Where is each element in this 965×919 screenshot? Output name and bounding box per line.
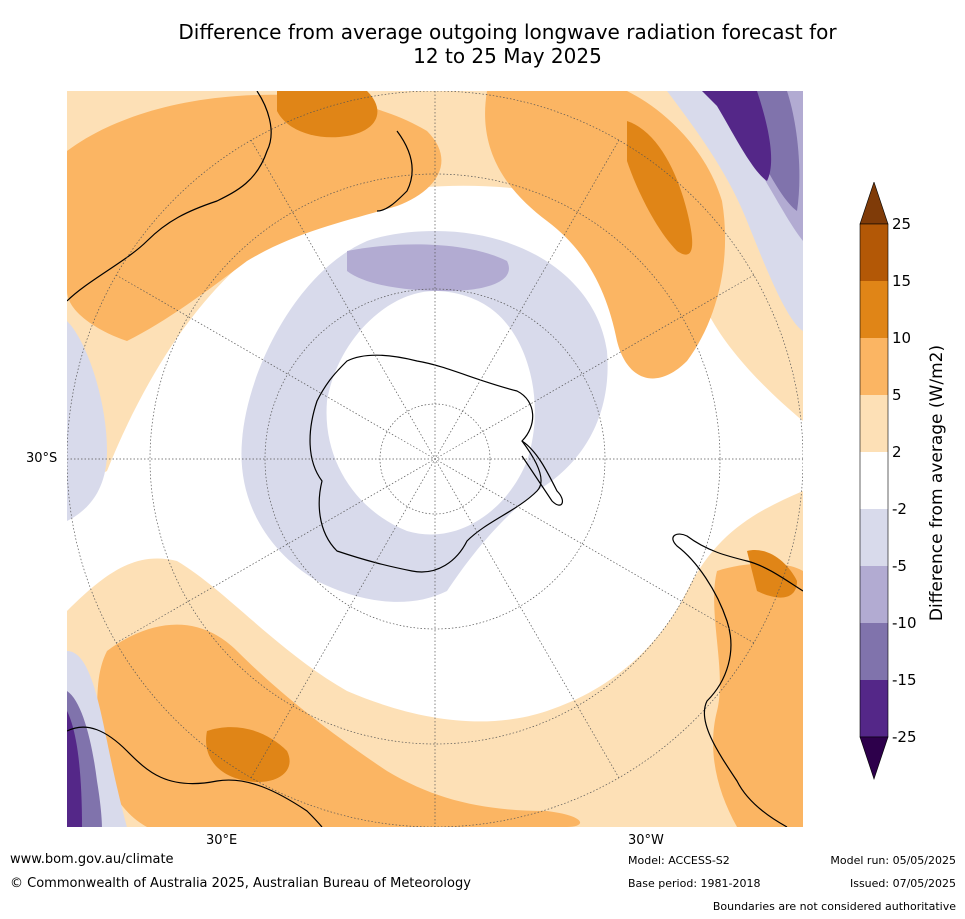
anomaly-deep-purple-sw-edge [67,711,82,827]
footer-base-period: Base period: 1981-2018 [628,877,761,890]
new-zealand-coast [376,130,413,212]
australia-coast [67,91,272,302]
colorbar-tick-label: -15 [892,671,917,689]
colorbar-tick-label: 10 [892,329,911,347]
footer-website[interactable]: www.bom.gov.au/climate [10,852,174,867]
colorbar-band [860,566,888,623]
colorbar-top-arrow [859,181,889,225]
lon-label-30w: 30°W [628,833,664,848]
colorbar: 25 15 10 5 2 -2 -5 -10 -15 -25 [858,181,918,782]
colorbar-label: Difference from average (W/m2) [927,344,947,622]
colorbar-band [860,281,888,338]
anomaly-dark-orange-sw [206,727,290,782]
colorbar-band [860,452,888,509]
colorbar-band [860,509,888,566]
colorbar-bottom-arrow [859,736,889,780]
footer-issued: Issued: 07/05/2025 [849,877,956,890]
polar-map-svg [67,91,803,827]
anomaly-orange-sw [97,624,581,827]
colorbar-tick-label: 5 [892,386,902,404]
title-line-1: Difference from average outgoing longwav… [178,20,837,44]
colorbar-svg: 25 15 10 5 2 -2 -5 -10 -15 -25 [859,181,917,780]
colorbar-band [860,224,888,281]
colorbar-tick-label: -25 [892,728,917,746]
colorbar-band [860,623,888,680]
footer-model-run: Model run: 05/05/2025 [830,854,956,867]
footer-disclaimer: Boundaries are not considered authoritat… [712,900,956,913]
title-line-2: 12 to 25 May 2025 [413,44,602,68]
footer-model: Model: ACCESS-S2 [628,854,730,867]
graticule [67,91,803,827]
anomaly-light-purple-w-edge [67,321,107,521]
anomaly-light-purple-ring [241,231,608,602]
south-america-coast [672,533,803,827]
colorbar-tick-label: -10 [892,614,917,632]
colorbar-band [860,395,888,452]
lon-label-30e: 30°E [206,833,238,848]
colorbar-band [860,338,888,395]
chart-title: Difference from average outgoing longwav… [0,20,965,68]
antarctica-coast [309,354,542,573]
colorbar-band [860,680,888,737]
polar-map [67,91,803,827]
anomaly-dark-orange-north [277,91,378,138]
footer-copyright: © Commonwealth of Australia 2025, Austra… [10,876,471,891]
lat-label-30s: 30°S [26,451,58,466]
colorbar-tick-label: -2 [892,500,907,518]
anomaly-dark-orange-ne [627,121,693,255]
anomaly-deep-purple-ne-edge [702,91,772,181]
anomaly-purple-north [347,244,509,291]
colorbar-tick-label: 15 [892,272,911,290]
colorbar-tick-label: -5 [892,557,907,575]
antarctic-peninsula [521,440,564,506]
anomaly-dark-orange-se [747,550,797,598]
africa-coast [67,726,323,827]
colorbar-tick-label: 2 [892,443,902,461]
anomaly-orange-nw [67,94,442,341]
colorbar-tick-label: 25 [892,215,911,233]
anomaly-orange-se [713,563,803,827]
